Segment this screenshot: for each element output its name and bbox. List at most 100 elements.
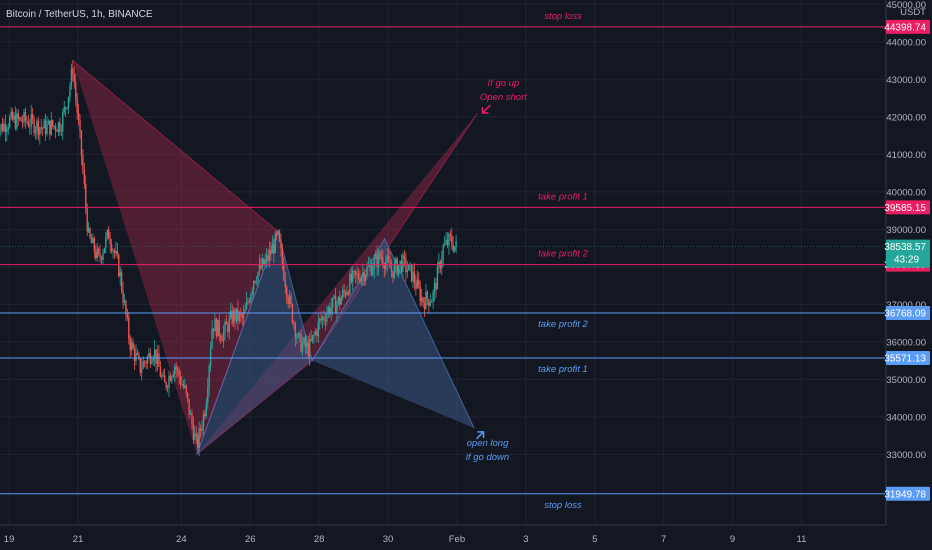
candle-body bbox=[418, 279, 420, 287]
candle-body bbox=[364, 275, 367, 281]
candle bbox=[251, 287, 253, 300]
candle-body bbox=[225, 321, 228, 325]
candle-body bbox=[293, 322, 295, 324]
candle-body bbox=[280, 241, 282, 249]
candle bbox=[273, 238, 275, 263]
price-tick-label: 37000.00 bbox=[886, 300, 926, 311]
candle-body bbox=[212, 328, 215, 332]
candle-body bbox=[422, 297, 424, 303]
candle-body bbox=[186, 393, 189, 400]
candle bbox=[405, 252, 407, 282]
candle bbox=[14, 106, 17, 131]
current-price-tag-text: 38538.57 bbox=[884, 242, 926, 253]
candle-body bbox=[317, 321, 319, 336]
candle-body bbox=[139, 357, 141, 373]
candle-body bbox=[37, 120, 40, 136]
candle-body bbox=[99, 253, 101, 258]
candle bbox=[89, 226, 91, 240]
candle bbox=[119, 266, 121, 286]
candle bbox=[191, 408, 193, 430]
candle bbox=[293, 320, 295, 330]
candle-body bbox=[257, 272, 259, 282]
candle bbox=[7, 122, 9, 135]
candle-body bbox=[357, 273, 360, 279]
candle bbox=[126, 308, 129, 321]
candle bbox=[33, 115, 35, 137]
candle-body bbox=[174, 366, 176, 375]
candle bbox=[271, 235, 274, 254]
chart-title: Bitcoin / TetherUS, 1h, BINANCE bbox=[6, 9, 153, 20]
candle bbox=[416, 270, 419, 290]
candle bbox=[291, 303, 294, 325]
candle-body bbox=[441, 259, 443, 269]
candle bbox=[449, 230, 452, 242]
candle bbox=[56, 128, 58, 132]
candle-body bbox=[436, 266, 439, 290]
candle bbox=[311, 334, 314, 344]
candle-body bbox=[106, 229, 108, 237]
candle-body bbox=[166, 387, 169, 389]
candle-body bbox=[453, 245, 456, 251]
candle-body bbox=[113, 250, 116, 254]
candle bbox=[350, 266, 353, 285]
candle bbox=[433, 277, 436, 302]
candle-body bbox=[327, 307, 330, 314]
candle bbox=[102, 249, 104, 265]
candle-body bbox=[349, 273, 351, 294]
candle bbox=[1, 117, 4, 133]
candle bbox=[290, 292, 292, 308]
candle-body bbox=[435, 282, 437, 290]
candle bbox=[73, 66, 75, 90]
candle bbox=[425, 283, 427, 310]
candle bbox=[286, 285, 288, 304]
candle bbox=[362, 263, 364, 286]
candle-body bbox=[230, 310, 232, 318]
price-tick-label: 40000.00 bbox=[886, 187, 926, 198]
candle-body bbox=[159, 366, 162, 377]
candle bbox=[135, 344, 137, 366]
candle-body bbox=[428, 299, 430, 306]
candle-body bbox=[366, 266, 368, 276]
candle bbox=[79, 113, 81, 139]
candle-body bbox=[455, 240, 457, 246]
candle bbox=[132, 338, 134, 350]
candle-body bbox=[29, 126, 31, 128]
level-lines: stop loss take profit 1 take profit 2 take … bbox=[0, 11, 885, 511]
candle bbox=[97, 246, 100, 257]
candle bbox=[230, 302, 232, 320]
candle-body bbox=[30, 113, 32, 127]
candle-body bbox=[119, 272, 121, 277]
candle-body bbox=[283, 264, 285, 280]
candle bbox=[448, 232, 450, 255]
arrow-head bbox=[481, 107, 489, 114]
candle-body bbox=[4, 123, 7, 133]
candle-body bbox=[63, 107, 65, 113]
candle bbox=[99, 244, 101, 263]
candle bbox=[224, 318, 226, 341]
candle bbox=[452, 236, 454, 254]
candle-body bbox=[350, 273, 353, 282]
candle bbox=[319, 317, 321, 330]
candle bbox=[392, 271, 394, 284]
candle-body bbox=[10, 111, 12, 118]
candle-body bbox=[237, 308, 239, 321]
candle bbox=[123, 293, 126, 306]
candle-body bbox=[142, 361, 144, 369]
candle bbox=[422, 296, 424, 308]
candle bbox=[432, 289, 434, 309]
candle-body bbox=[379, 252, 381, 258]
bullish-pattern bbox=[196, 229, 475, 455]
candle-body bbox=[59, 122, 61, 132]
candle bbox=[367, 256, 370, 268]
candle-body bbox=[281, 248, 284, 265]
time-tick-label: 5 bbox=[592, 534, 597, 545]
candle-body bbox=[429, 302, 431, 306]
time-axis[interactable]: 19 21 24 26 28 30 Feb 3 5 7 9 11 bbox=[0, 524, 886, 550]
candle-body bbox=[95, 252, 97, 259]
candle-body bbox=[198, 428, 200, 448]
candle bbox=[435, 278, 437, 299]
time-tick-label: 30 bbox=[383, 534, 394, 545]
candle bbox=[324, 312, 327, 331]
